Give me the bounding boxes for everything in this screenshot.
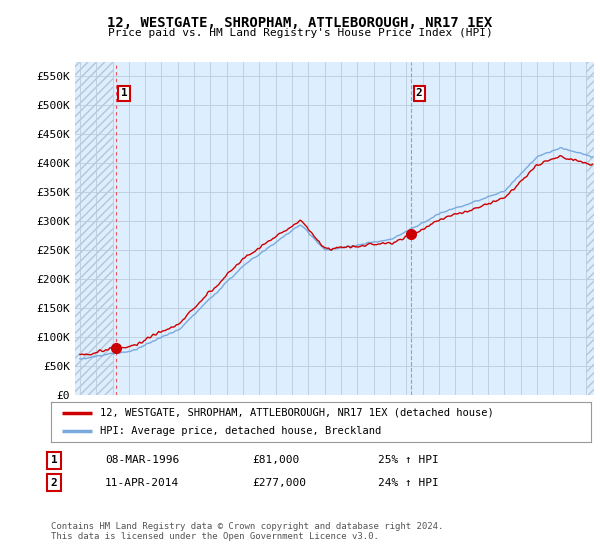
Text: 1: 1 [121,88,127,99]
Text: £81,000: £81,000 [252,455,299,465]
Text: 12, WESTGATE, SHROPHAM, ATTLEBOROUGH, NR17 1EX (detached house): 12, WESTGATE, SHROPHAM, ATTLEBOROUGH, NR… [100,408,493,418]
Text: 2: 2 [416,88,422,99]
Text: 25% ↑ HPI: 25% ↑ HPI [378,455,439,465]
Text: 2: 2 [50,478,58,488]
Text: 11-APR-2014: 11-APR-2014 [105,478,179,488]
Text: HPI: Average price, detached house, Breckland: HPI: Average price, detached house, Brec… [100,426,381,436]
Bar [75,62,113,395]
Text: 24% ↑ HPI: 24% ↑ HPI [378,478,439,488]
Text: 12, WESTGATE, SHROPHAM, ATTLEBOROUGH, NR17 1EX: 12, WESTGATE, SHROPHAM, ATTLEBOROUGH, NR… [107,16,493,30]
Text: Contains HM Land Registry data © Crown copyright and database right 2024.
This d: Contains HM Land Registry data © Crown c… [51,522,443,542]
Text: 08-MAR-1996: 08-MAR-1996 [105,455,179,465]
Text: 1: 1 [50,455,58,465]
Text: £277,000: £277,000 [252,478,306,488]
Bar [586,62,594,395]
Text: Price paid vs. HM Land Registry's House Price Index (HPI): Price paid vs. HM Land Registry's House … [107,28,493,38]
